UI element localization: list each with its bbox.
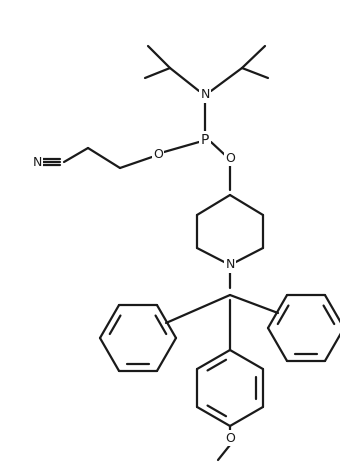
- Text: N: N: [225, 258, 235, 271]
- Text: P: P: [201, 133, 209, 147]
- Text: N: N: [32, 155, 42, 168]
- Text: O: O: [153, 148, 163, 161]
- Text: N: N: [200, 88, 210, 102]
- Text: O: O: [225, 431, 235, 445]
- Text: O: O: [225, 152, 235, 164]
